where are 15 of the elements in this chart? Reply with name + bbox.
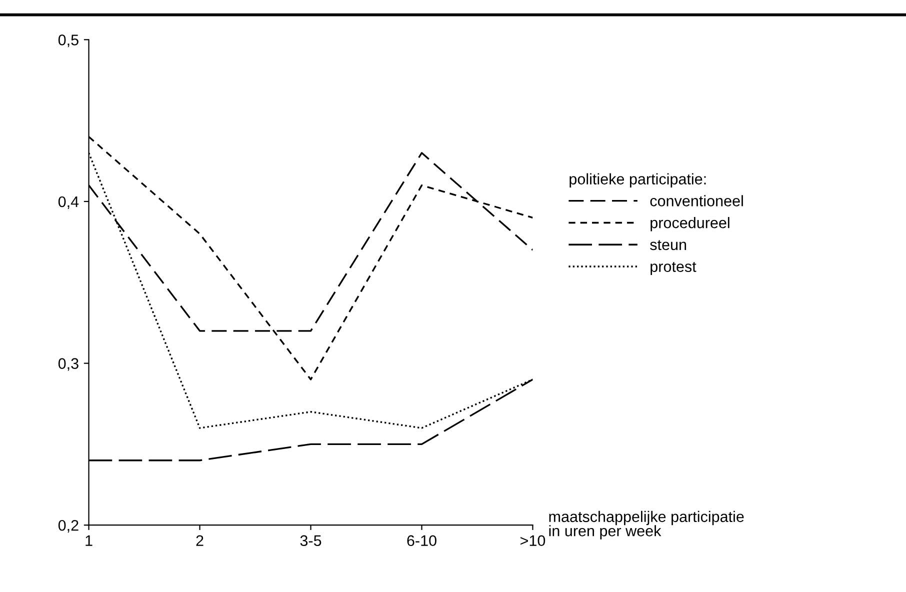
legend-label: procedureel [650, 217, 730, 232]
x-axis-title: maatschappelijke participatie in uren per week [549, 510, 744, 540]
legend-label: steun [650, 240, 686, 250]
legend-title: politieke participatie: [570, 173, 706, 188]
y-tick-label: 0,2 [58, 520, 78, 533]
x-tick-label: >10 [520, 535, 546, 546]
legend-label: conventioneel [650, 195, 743, 206]
y-tick-label: 0,5 [58, 34, 78, 48]
x-tick-label: 1 [86, 535, 92, 546]
y-tick-label: 0,3 [58, 358, 78, 371]
y-tick-label: 0,4 [58, 196, 79, 209]
x-tick-label: 3-5 [300, 535, 322, 546]
x-tick-label: 2 [196, 535, 204, 546]
legend-label: protest [650, 262, 696, 276]
x-tick-label: 6-10 [407, 535, 436, 546]
